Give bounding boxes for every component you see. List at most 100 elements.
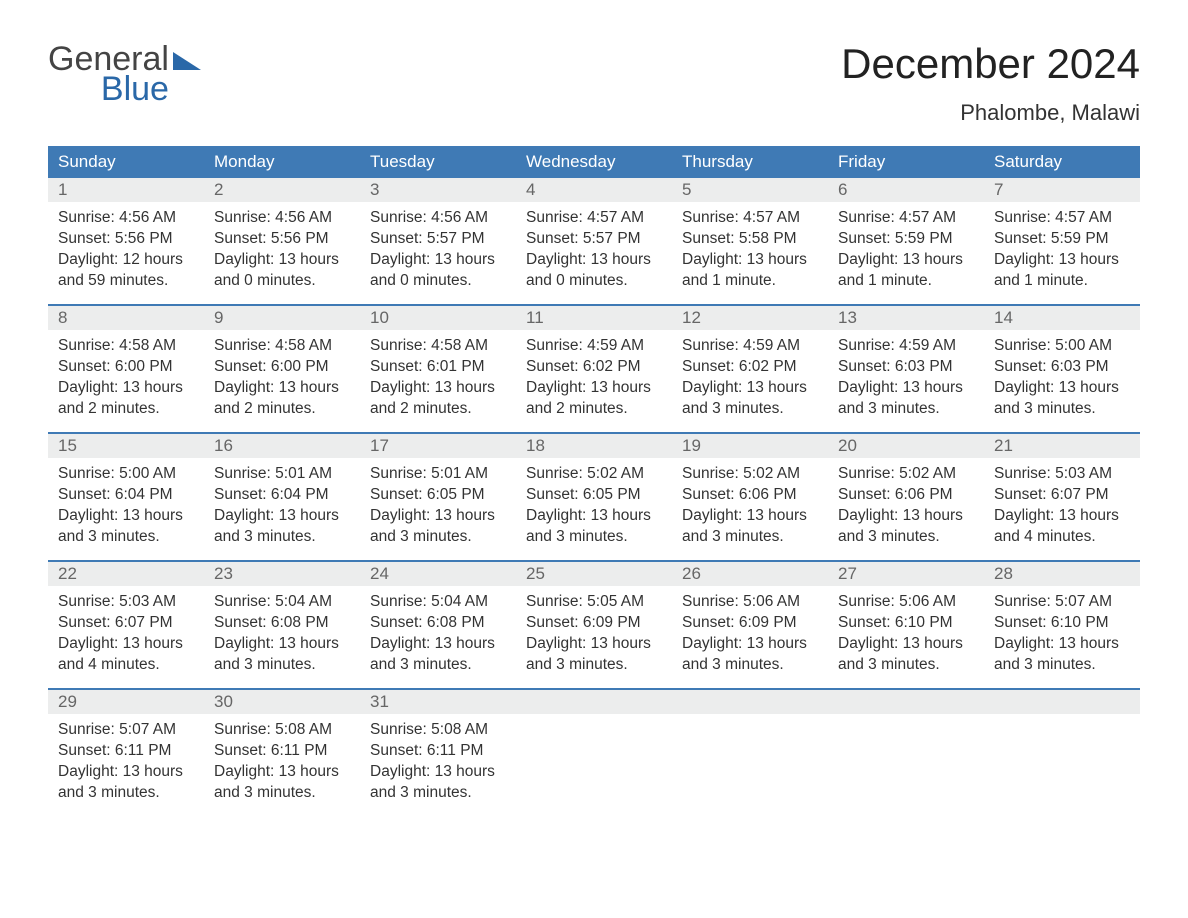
day-cell: Sunrise: 5:06 AMSunset: 6:10 PMDaylight:… — [828, 586, 984, 682]
daylight-line: Daylight: 13 hours and 3 minutes. — [370, 506, 506, 548]
sunrise-line: Sunrise: 4:59 AM — [838, 336, 974, 357]
day-cell: Sunrise: 4:56 AMSunset: 5:57 PMDaylight:… — [360, 202, 516, 298]
day-number: 6 — [828, 178, 984, 202]
sunset-line: Sunset: 6:08 PM — [214, 613, 350, 634]
day-cell: Sunrise: 4:56 AMSunset: 5:56 PMDaylight:… — [204, 202, 360, 298]
sunrise-line: Sunrise: 5:02 AM — [838, 464, 974, 485]
sunrise-line: Sunrise: 4:57 AM — [994, 208, 1130, 229]
day-cell: Sunrise: 4:59 AMSunset: 6:03 PMDaylight:… — [828, 330, 984, 426]
day-number: 5 — [672, 178, 828, 202]
calendar: SundayMondayTuesdayWednesdayThursdayFrid… — [48, 146, 1140, 810]
sunset-line: Sunset: 5:57 PM — [370, 229, 506, 250]
daylight-line: Daylight: 13 hours and 3 minutes. — [682, 506, 818, 548]
day-number: 14 — [984, 306, 1140, 330]
day-number: 11 — [516, 306, 672, 330]
sunset-line: Sunset: 6:05 PM — [526, 485, 662, 506]
day-number: 31 — [360, 690, 516, 714]
daylight-line: Daylight: 12 hours and 59 minutes. — [58, 250, 194, 292]
day-number: 2 — [204, 178, 360, 202]
day-number: 27 — [828, 562, 984, 586]
day-number-row: 15161718192021 — [48, 434, 1140, 458]
daylight-line: Daylight: 13 hours and 3 minutes. — [214, 506, 350, 548]
sunrise-line: Sunrise: 5:00 AM — [994, 336, 1130, 357]
day-cell: Sunrise: 4:58 AMSunset: 6:00 PMDaylight:… — [48, 330, 204, 426]
day-number: 28 — [984, 562, 1140, 586]
daylight-line: Daylight: 13 hours and 3 minutes. — [994, 378, 1130, 420]
week-block: 22232425262728Sunrise: 5:03 AMSunset: 6:… — [48, 560, 1140, 682]
day-cell: Sunrise: 4:58 AMSunset: 6:01 PMDaylight:… — [360, 330, 516, 426]
day-cell: Sunrise: 4:58 AMSunset: 6:00 PMDaylight:… — [204, 330, 360, 426]
day-cell: Sunrise: 5:03 AMSunset: 6:07 PMDaylight:… — [48, 586, 204, 682]
day-cell: Sunrise: 5:00 AMSunset: 6:04 PMDaylight:… — [48, 458, 204, 554]
day-cell: Sunrise: 5:04 AMSunset: 6:08 PMDaylight:… — [360, 586, 516, 682]
sunset-line: Sunset: 6:06 PM — [682, 485, 818, 506]
daylight-line: Daylight: 13 hours and 3 minutes. — [838, 634, 974, 676]
daylight-line: Daylight: 13 hours and 4 minutes. — [994, 506, 1130, 548]
day-cell: Sunrise: 5:08 AMSunset: 6:11 PMDaylight:… — [360, 714, 516, 810]
week-block: 293031Sunrise: 5:07 AMSunset: 6:11 PMDay… — [48, 688, 1140, 810]
day-cell — [516, 714, 672, 810]
day-number: 1 — [48, 178, 204, 202]
month-title: December 2024 — [841, 40, 1140, 88]
sunrise-line: Sunrise: 5:07 AM — [994, 592, 1130, 613]
day-cell: Sunrise: 4:57 AMSunset: 5:57 PMDaylight:… — [516, 202, 672, 298]
sunset-line: Sunset: 6:03 PM — [838, 357, 974, 378]
day-cell: Sunrise: 4:57 AMSunset: 5:59 PMDaylight:… — [828, 202, 984, 298]
sunset-line: Sunset: 6:05 PM — [370, 485, 506, 506]
day-cell: Sunrise: 5:05 AMSunset: 6:09 PMDaylight:… — [516, 586, 672, 682]
sunset-line: Sunset: 6:09 PM — [682, 613, 818, 634]
day-cell — [984, 714, 1140, 810]
day-number: 16 — [204, 434, 360, 458]
daylight-line: Daylight: 13 hours and 3 minutes. — [682, 378, 818, 420]
sunrise-line: Sunrise: 5:01 AM — [370, 464, 506, 485]
daylight-line: Daylight: 13 hours and 2 minutes. — [370, 378, 506, 420]
sunset-line: Sunset: 6:02 PM — [526, 357, 662, 378]
sunset-line: Sunset: 6:03 PM — [994, 357, 1130, 378]
daylight-line: Daylight: 13 hours and 3 minutes. — [370, 762, 506, 804]
sunset-line: Sunset: 5:57 PM — [526, 229, 662, 250]
day-cell: Sunrise: 4:57 AMSunset: 5:58 PMDaylight:… — [672, 202, 828, 298]
day-number: 10 — [360, 306, 516, 330]
day-number: 23 — [204, 562, 360, 586]
daylight-line: Daylight: 13 hours and 3 minutes. — [58, 506, 194, 548]
day-number-row: 22232425262728 — [48, 562, 1140, 586]
sunset-line: Sunset: 6:00 PM — [58, 357, 194, 378]
daylight-line: Daylight: 13 hours and 3 minutes. — [838, 378, 974, 420]
sunset-line: Sunset: 6:06 PM — [838, 485, 974, 506]
daylight-line: Daylight: 13 hours and 1 minute. — [682, 250, 818, 292]
day-cell — [672, 714, 828, 810]
day-number: 3 — [360, 178, 516, 202]
location-label: Phalombe, Malawi — [841, 100, 1140, 126]
sunrise-line: Sunrise: 4:58 AM — [58, 336, 194, 357]
weekday-header-row: SundayMondayTuesdayWednesdayThursdayFrid… — [48, 146, 1140, 178]
day-content-row: Sunrise: 5:03 AMSunset: 6:07 PMDaylight:… — [48, 586, 1140, 682]
day-content-row: Sunrise: 5:00 AMSunset: 6:04 PMDaylight:… — [48, 458, 1140, 554]
week-block: 15161718192021Sunrise: 5:00 AMSunset: 6:… — [48, 432, 1140, 554]
weekday-header: Friday — [828, 146, 984, 178]
sunset-line: Sunset: 6:00 PM — [214, 357, 350, 378]
day-number: 17 — [360, 434, 516, 458]
weekday-header: Sunday — [48, 146, 204, 178]
sunrise-line: Sunrise: 5:06 AM — [682, 592, 818, 613]
day-number: 12 — [672, 306, 828, 330]
day-cell: Sunrise: 5:01 AMSunset: 6:05 PMDaylight:… — [360, 458, 516, 554]
day-number: 20 — [828, 434, 984, 458]
day-number: 29 — [48, 690, 204, 714]
brand-logo: General Blue — [48, 40, 201, 106]
week-block: 891011121314Sunrise: 4:58 AMSunset: 6:00… — [48, 304, 1140, 426]
daylight-line: Daylight: 13 hours and 0 minutes. — [214, 250, 350, 292]
sunset-line: Sunset: 5:59 PM — [994, 229, 1130, 250]
sunrise-line: Sunrise: 4:57 AM — [526, 208, 662, 229]
sunset-line: Sunset: 6:11 PM — [370, 741, 506, 762]
day-number-row: 1234567 — [48, 178, 1140, 202]
sunrise-line: Sunrise: 4:56 AM — [214, 208, 350, 229]
sunset-line: Sunset: 6:09 PM — [526, 613, 662, 634]
day-number: 21 — [984, 434, 1140, 458]
daylight-line: Daylight: 13 hours and 2 minutes. — [526, 378, 662, 420]
day-number: 25 — [516, 562, 672, 586]
day-cell: Sunrise: 5:07 AMSunset: 6:10 PMDaylight:… — [984, 586, 1140, 682]
day-number-row: 293031 — [48, 690, 1140, 714]
brand-line2: Blue — [101, 72, 169, 106]
day-cell: Sunrise: 5:08 AMSunset: 6:11 PMDaylight:… — [204, 714, 360, 810]
daylight-line: Daylight: 13 hours and 3 minutes. — [58, 762, 194, 804]
